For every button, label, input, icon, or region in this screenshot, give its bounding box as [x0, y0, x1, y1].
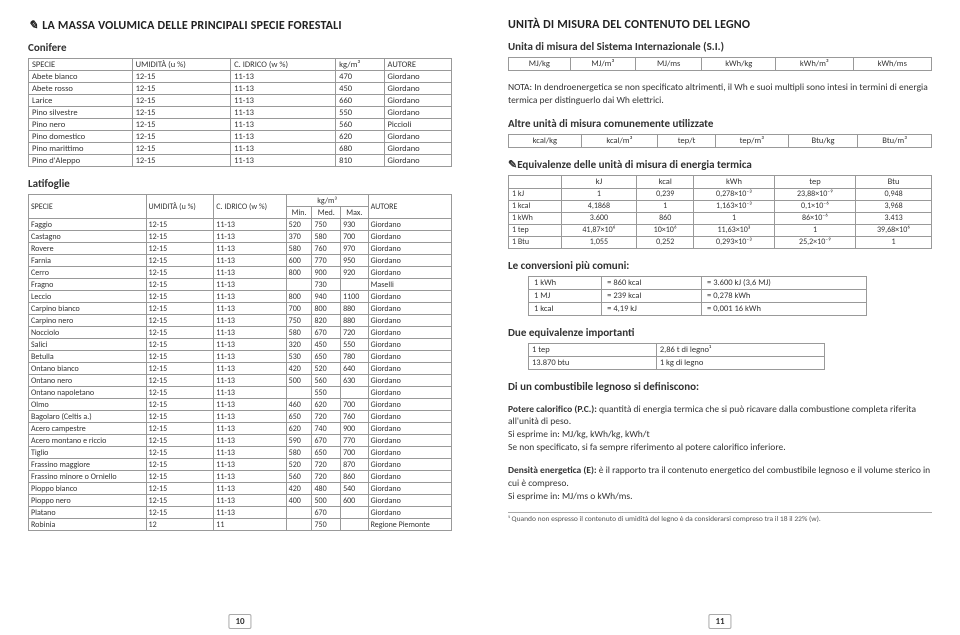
table-row: 1 kcal= 4,19 kJ= 0,001 16 kWh	[529, 302, 867, 315]
left-title: ✎LA MASSA VOLUMICA DELLE PRINCIPALI SPEC…	[28, 18, 452, 33]
table-row: MJ/kgMJ/m³MJ/mskWh/kgkWh/m³kWh/ms	[509, 58, 932, 71]
table-row: Olmo12-1511-13460620700Giordano	[29, 399, 452, 411]
table-row: Cerro12-1511-13800900920Giordano	[29, 267, 452, 279]
table-row: Frassino minore o Orniello12-1511-135607…	[29, 471, 452, 483]
table-row: 1 kJ10,2390,278×10⁻³23,88×10⁻⁹0,948	[509, 188, 932, 200]
table-row: 1 kWh3.600860186×10⁻⁶3.413	[509, 212, 932, 224]
table-row: Fragno12-1511-13730Maselli	[29, 279, 452, 291]
table-row: Frassino maggiore12-1511-13520720870Gior…	[29, 459, 452, 471]
table-row: Robinia1211750Regione Piemonte	[29, 519, 452, 531]
table-row: Platano12-1511-13670Giordano	[29, 507, 452, 519]
table-row: Castagno12-1511-13370580700Giordano	[29, 231, 452, 243]
table-row: Pino d'Aleppo12-1511-13810Giordano	[29, 155, 452, 167]
nota-block: NOTA: In dendroenergetica se non specifi…	[508, 81, 932, 107]
table-row: 1 kWh= 860 kcal= 3.600 kJ (3,6 MJ)	[529, 276, 867, 289]
de-bold: Densità energetica (E):	[508, 464, 597, 476]
table-row: Acero montano e riccio12-1511-1359067077…	[29, 435, 452, 447]
table-row: 13.870 btu1 kg di legno	[529, 356, 825, 369]
footnote: ¹ Quando non espresso il contenuto di um…	[508, 512, 932, 524]
latifoglie-table: SPECIEUMIDITÀ (u %)C. IDRICO (w %)kg/m³A…	[28, 194, 452, 531]
pagenum-right: 11	[708, 614, 731, 629]
right-title: UNITÀ DI MISURA DEL CONTENUTO DEL LEGNO	[508, 18, 932, 32]
equi-heading: ✎Equivalenze delle unità di misura di en…	[508, 158, 932, 171]
table-row: Abete rosso12-1511-13450Giordano	[29, 83, 452, 95]
pc-bold: Potere calorifico (P.C.):	[508, 403, 597, 415]
table-row: 1 tep2,86 t di legno¹	[529, 343, 825, 356]
table-header: SPECIE	[29, 59, 133, 71]
altre-table: kcal/kgkcal/m³tep/ttep/m³Btu/kgBtu/m³	[508, 134, 932, 148]
table-row: Betulla12-1511-13530650780Giordano	[29, 351, 452, 363]
de-block: Densità energetica (E): è il rapporto tr…	[508, 464, 932, 502]
table-row: Salici12-1511-13320450550Giordano	[29, 339, 452, 351]
pc-block: Potere calorifico (P.C.): quantità di en…	[508, 403, 932, 454]
pagenum-left: 10	[228, 614, 251, 629]
table-row: Pino silvestre12-1511-13550Giordano	[29, 107, 452, 119]
table-row: Nocciolo12-1511-13580670720Giordano	[29, 327, 452, 339]
pc-line3: Se non specificato, si fa sempre riferim…	[508, 441, 786, 453]
table-row: Pioppo nero12-1511-13400500600Giordano	[29, 495, 452, 507]
table-row: Tiglio12-1511-13580650700Giordano	[29, 447, 452, 459]
latifoglie-heading: Latifoglie	[28, 177, 452, 190]
equi-heading-text: Equivalenze delle unità di misura di ene…	[517, 158, 752, 171]
si-table: MJ/kgMJ/m³MJ/mskWh/kgkWh/m³kWh/ms	[508, 57, 932, 71]
table-row: Ontano nero12-1511-13500560630Giordano	[29, 375, 452, 387]
table-row: 1 kcal4,186811,163×10⁻³0,1×10⁻⁶3,968	[509, 200, 932, 212]
table-row: Leccio12-1511-138009401100Giordano	[29, 291, 452, 303]
conv-heading: Le conversioni più comuni:	[508, 259, 932, 272]
pc-line2: Si esprime in: MJ/kg, kWh/kg, kWh/t	[508, 428, 650, 440]
table-header: AUTORE	[384, 59, 451, 71]
due-table: 1 tep2,86 t di legno¹13.870 btu1 kg di l…	[528, 343, 825, 370]
si-heading: Unita di misura del Sistema Internaziona…	[508, 40, 932, 53]
equi-table: kJkcalkWhtepBtu1 kJ10,2390,278×10⁻³23,88…	[508, 175, 932, 249]
table-row: Farnia12-1511-13600770950Giordano	[29, 255, 452, 267]
table-row: Larice12-1511-13660Giordano	[29, 95, 452, 107]
table-row: 1 MJ= 239 kcal= 0,278 kWh	[529, 289, 867, 302]
conifere-heading: Conifere	[28, 41, 452, 54]
due-heading: Due equivalenze importanti	[508, 326, 932, 339]
comb-heading: Di un combustibile legnoso si definiscon…	[508, 380, 932, 393]
left-title-text: LA MASSA VOLUMICA DELLE PRINCIPALI SPECI…	[42, 19, 342, 33]
table-row: Carpino nero12-1511-13750820880Giordano	[29, 315, 452, 327]
table-row: Bagolaro (Celtis a.)12-1511-13650720760G…	[29, 411, 452, 423]
nota-label: NOTA:	[508, 81, 532, 93]
table-row: Abete bianco12-1511-13470Giordano	[29, 71, 452, 83]
de-line2: Si esprime in: MJ/ms o kWh/ms.	[508, 490, 633, 502]
table-row: Pino domestico12-1511-13620Giordano	[29, 131, 452, 143]
table-row: Ontano napoletano12-1511-13550Giordano	[29, 387, 452, 399]
table-row: Faggio12-1511-13520750930Giordano	[29, 219, 452, 231]
table-row: Pino marittimo12-1511-13680Giordano	[29, 143, 452, 155]
table-row: kcal/kgkcal/m³tep/ttep/m³Btu/kgBtu/m³	[509, 134, 932, 147]
table-row: Ontano bianco12-1511-13420520640Giordano	[29, 363, 452, 375]
table-row: 1 tep41,87×10⁶10×10⁶11,63×10³139,68×10⁶	[509, 224, 932, 236]
table-header: UMIDITÀ (u %)	[132, 59, 230, 71]
conv-table: 1 kWh= 860 kcal= 3.600 kJ (3,6 MJ)1 MJ= …	[528, 276, 867, 316]
table-row: Rovere12-1511-13580760970Giordano	[29, 243, 452, 255]
table-row: Acero campestre12-1511-13620740900Giorda…	[29, 423, 452, 435]
altre-heading: Altre unità di misura comunemente utiliz…	[508, 117, 932, 130]
table-row: Pioppo bianco12-1511-13420480540Giordano	[29, 483, 452, 495]
table-row: 1 Btu1,0550,2520,293×10⁻³25,2×10⁻⁹1	[509, 236, 932, 248]
table-row: Pino nero12-1511-13560Piccioli	[29, 119, 452, 131]
conifere-table: SPECIEUMIDITÀ (u %)C. IDRICO (w %)kg/m³A…	[28, 58, 452, 167]
table-header: kg/m³	[336, 59, 384, 71]
nota-text: In dendroenergetica se non specificato a…	[508, 81, 928, 106]
table-header: C. IDRICO (w %)	[231, 59, 336, 71]
table-row: Carpino bianco12-1511-13700800880Giordan…	[29, 303, 452, 315]
